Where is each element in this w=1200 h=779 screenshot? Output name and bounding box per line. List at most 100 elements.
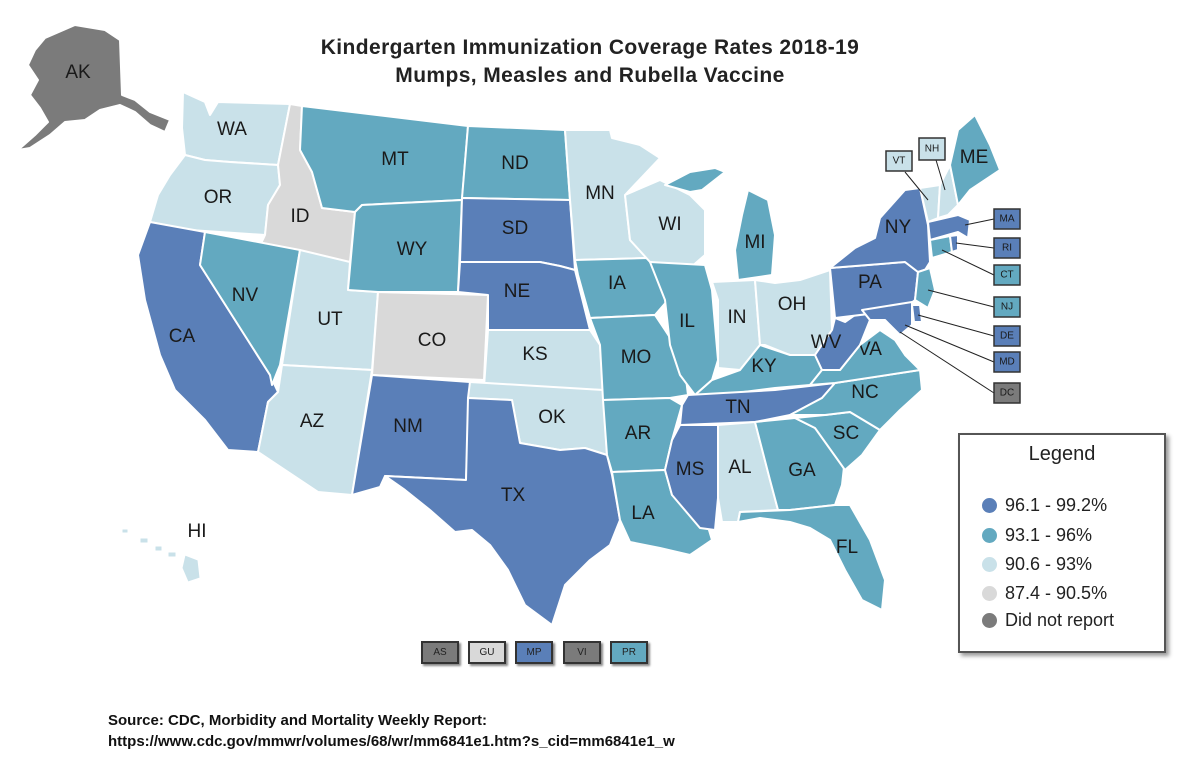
callout-VT[interactable]: VT bbox=[885, 150, 913, 172]
state-HI[interactable] bbox=[121, 528, 201, 583]
territory-VI[interactable]: VI bbox=[563, 641, 601, 664]
label-ID: ID bbox=[291, 206, 310, 227]
label-SD: SD bbox=[502, 218, 528, 239]
label-AR: AR bbox=[625, 423, 651, 444]
callout-DC[interactable]: DC bbox=[993, 382, 1021, 404]
state-AK[interactable] bbox=[17, 24, 171, 151]
source-text: Source: CDC, Morbidity and Mortality Wee… bbox=[108, 712, 487, 729]
label-KS: KS bbox=[522, 344, 547, 365]
state-NJ[interactable] bbox=[914, 267, 936, 309]
label-WI: WI bbox=[658, 214, 681, 235]
svg-text:NJ: NJ bbox=[1001, 302, 1013, 313]
label-IA: IA bbox=[608, 273, 626, 294]
state-TX[interactable] bbox=[384, 397, 621, 626]
territory-MP[interactable]: MP bbox=[515, 641, 553, 664]
state-NY[interactable] bbox=[829, 187, 931, 273]
legend-label: 96.1 - 99.2% bbox=[1005, 495, 1108, 515]
callout-RI[interactable]: RI bbox=[993, 237, 1021, 259]
legend-label: 90.6 - 93% bbox=[1005, 554, 1093, 574]
label-SC: SC bbox=[833, 423, 859, 444]
legend-item: 96.1 - 99.2% bbox=[982, 495, 1107, 516]
legend-swatch bbox=[982, 498, 997, 513]
label-MO: MO bbox=[621, 347, 652, 368]
label-TN: TN bbox=[725, 397, 750, 418]
svg-text:MD: MD bbox=[999, 357, 1015, 368]
label-WV: WV bbox=[811, 332, 842, 353]
label-AL: AL bbox=[728, 457, 751, 478]
territory-AS[interactable]: AS bbox=[421, 641, 459, 664]
legend-swatch bbox=[982, 557, 997, 572]
label-IL: IL bbox=[679, 311, 695, 332]
legend-swatch bbox=[982, 613, 997, 628]
label-TX: TX bbox=[501, 485, 526, 506]
callout-CT[interactable]: CT bbox=[993, 264, 1021, 286]
legend-label: Did not report bbox=[1005, 610, 1115, 630]
label-PA: PA bbox=[858, 272, 882, 293]
label-AK: AK bbox=[65, 62, 91, 83]
state-CT[interactable] bbox=[929, 235, 953, 259]
label-MT: MT bbox=[381, 149, 409, 170]
legend-item: 90.6 - 93% bbox=[982, 554, 1092, 575]
legend-item: Did not report bbox=[982, 610, 1114, 631]
callout-MA[interactable]: MA bbox=[993, 208, 1021, 230]
legend-item: 93.1 - 96% bbox=[982, 525, 1092, 546]
state-MI[interactable] bbox=[664, 167, 776, 281]
svg-text:VT: VT bbox=[893, 156, 906, 167]
callout-MD[interactable]: MD bbox=[993, 351, 1021, 373]
source-url[interactable]: https://www.cdc.gov/mmwr/volumes/68/wr/m… bbox=[108, 733, 675, 750]
label-MS: MS bbox=[676, 459, 705, 480]
label-OR: OR bbox=[204, 187, 233, 208]
legend-title: Legend bbox=[1028, 443, 1096, 465]
label-HI: HI bbox=[188, 521, 207, 542]
map-subtitle: Mumps, Measles and Rubella Vaccine bbox=[395, 64, 785, 87]
legend-label: 93.1 - 96% bbox=[1005, 525, 1093, 545]
label-NM: NM bbox=[393, 416, 423, 437]
label-NV: NV bbox=[232, 285, 259, 306]
label-FL: FL bbox=[836, 537, 858, 558]
state-NH[interactable] bbox=[937, 164, 959, 219]
label-GA: GA bbox=[788, 460, 816, 481]
state-FL[interactable] bbox=[737, 504, 886, 611]
label-NY: NY bbox=[885, 217, 912, 238]
svg-text:NH: NH bbox=[925, 144, 939, 155]
callout-lines bbox=[899, 159, 995, 394]
callout-NH[interactable]: NH bbox=[918, 137, 946, 161]
label-OK: OK bbox=[538, 407, 566, 428]
state-DE[interactable] bbox=[911, 304, 923, 323]
map-title: Kindergarten Immunization Coverage Rates… bbox=[320, 36, 860, 59]
label-AZ: AZ bbox=[300, 411, 325, 432]
label-ME: ME bbox=[960, 147, 989, 168]
label-CO: CO bbox=[418, 330, 447, 351]
label-IN: IN bbox=[728, 307, 747, 328]
label-NE: NE bbox=[504, 281, 530, 302]
legend-swatch bbox=[982, 528, 997, 543]
callout-NJ[interactable]: NJ bbox=[993, 296, 1021, 318]
territory-GU[interactable]: GU bbox=[468, 641, 506, 664]
state-RI[interactable] bbox=[949, 234, 959, 253]
label-LA: LA bbox=[631, 503, 655, 524]
label-MI: MI bbox=[744, 232, 765, 253]
legend-label: 87.4 - 90.5% bbox=[1005, 583, 1108, 603]
legend-swatch bbox=[982, 586, 997, 601]
svg-text:DE: DE bbox=[1000, 331, 1014, 342]
state-ME[interactable] bbox=[949, 114, 1001, 206]
svg-text:RI: RI bbox=[1002, 243, 1012, 254]
state-MD[interactable] bbox=[861, 301, 913, 336]
svg-text:CT: CT bbox=[1000, 270, 1013, 281]
label-WY: WY bbox=[397, 239, 428, 260]
label-ND: ND bbox=[501, 153, 528, 174]
label-OH: OH bbox=[778, 294, 807, 315]
state-NC[interactable] bbox=[789, 369, 923, 431]
label-VA: VA bbox=[858, 339, 882, 360]
callout-DE[interactable]: DE bbox=[993, 325, 1021, 347]
svg-text:DC: DC bbox=[1000, 388, 1014, 399]
label-NC: NC bbox=[851, 382, 878, 403]
legend-item: 87.4 - 90.5% bbox=[982, 583, 1107, 604]
legend: Legend 96.1 - 99.2% 93.1 - 96% 90.6 - 93… bbox=[958, 433, 1166, 653]
label-CA: CA bbox=[169, 326, 196, 347]
svg-text:MA: MA bbox=[1000, 214, 1015, 225]
territory-PR[interactable]: PR bbox=[610, 641, 648, 664]
label-KY: KY bbox=[751, 356, 777, 377]
label-UT: UT bbox=[317, 309, 343, 330]
